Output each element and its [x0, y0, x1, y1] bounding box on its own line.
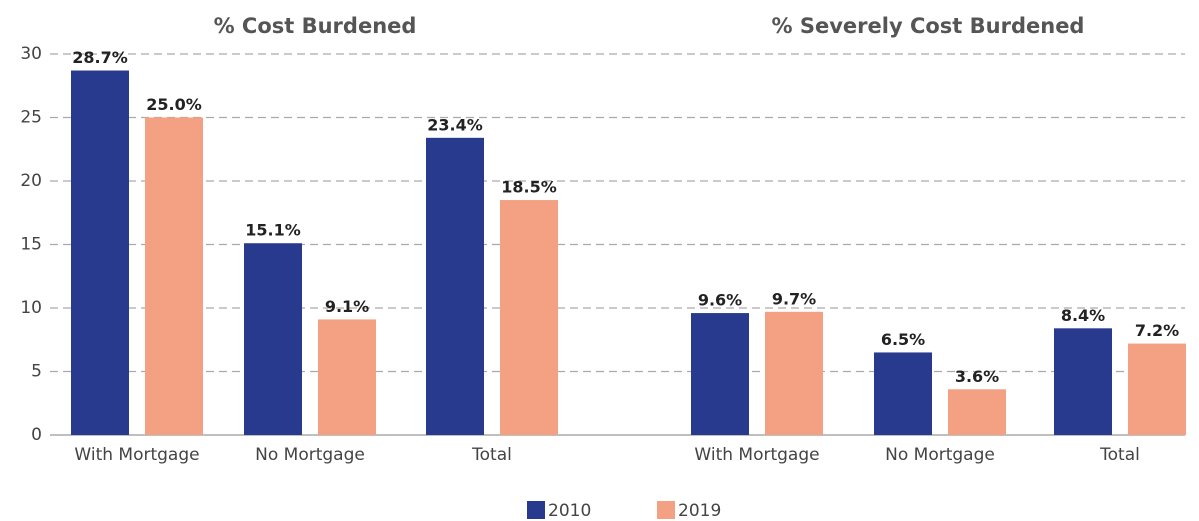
panel-title: % Cost Burdened — [214, 14, 417, 38]
bar — [318, 319, 376, 435]
legend-label: 2010 — [548, 501, 591, 521]
bar — [244, 243, 302, 435]
data-label: 9.7% — [772, 289, 816, 308]
legend-label: 2019 — [678, 501, 721, 521]
data-label: 28.7% — [72, 48, 128, 67]
data-label: 9.1% — [325, 297, 369, 316]
x-tick-label: Total — [471, 445, 512, 465]
bar — [874, 352, 932, 435]
y-tick-label: 20 — [20, 171, 42, 191]
x-tick-label: With Mortgage — [74, 445, 199, 465]
y-tick-label: 25 — [20, 108, 42, 128]
data-label: 7.2% — [1135, 321, 1179, 340]
x-tick-label: With Mortgage — [694, 445, 819, 465]
legend-swatch — [527, 501, 545, 519]
data-label: 18.5% — [501, 178, 557, 197]
y-tick-label: 5 — [31, 362, 42, 382]
data-label: 25.0% — [146, 95, 202, 114]
y-tick-label: 30 — [20, 44, 42, 64]
data-label: 23.4% — [427, 115, 483, 134]
legend-swatch — [657, 501, 675, 519]
data-label: 8.4% — [1061, 306, 1105, 325]
data-label: 6.5% — [881, 330, 925, 349]
bar — [426, 137, 484, 435]
x-tick-label: No Mortgage — [885, 445, 995, 465]
y-tick-label: 10 — [20, 298, 42, 318]
data-label: 15.1% — [245, 221, 301, 240]
bar — [71, 70, 129, 435]
data-label: 9.6% — [698, 291, 742, 310]
bar — [691, 313, 749, 435]
data-label: 3.6% — [955, 367, 999, 386]
x-tick-label: Total — [1099, 445, 1140, 465]
bar — [765, 311, 823, 435]
bar — [145, 117, 203, 435]
y-tick-label: 0 — [31, 425, 42, 445]
y-tick-label: 15 — [20, 235, 42, 255]
x-tick-label: No Mortgage — [255, 445, 365, 465]
bar — [948, 389, 1006, 435]
bar — [500, 200, 558, 435]
panel-title: % Severely Cost Burdened — [772, 14, 1085, 38]
bar — [1054, 328, 1112, 435]
bar — [1128, 343, 1186, 435]
